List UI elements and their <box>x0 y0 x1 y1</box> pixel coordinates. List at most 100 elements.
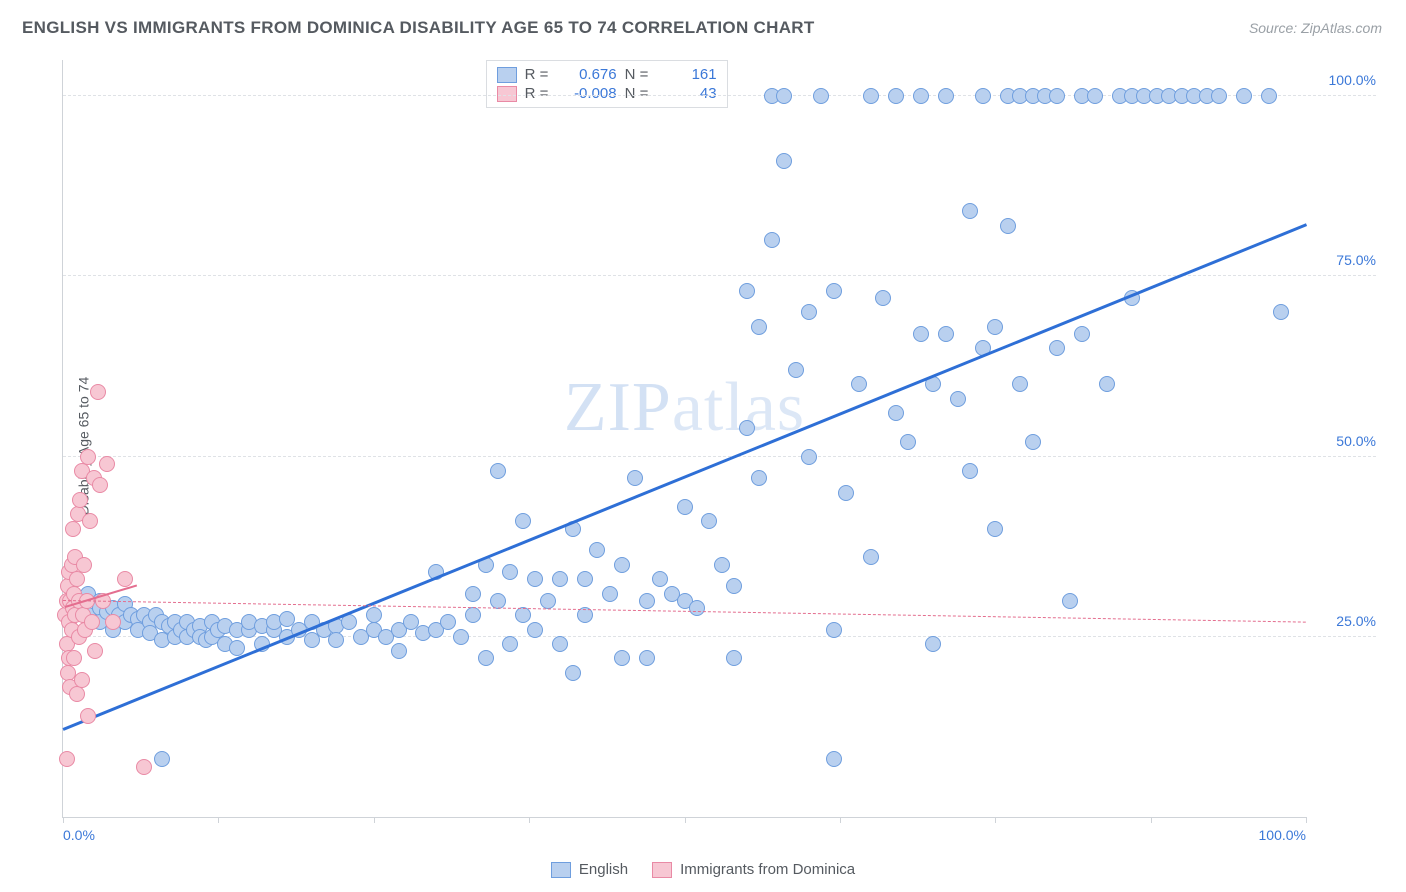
data-point <box>776 153 792 169</box>
data-point <box>987 319 1003 335</box>
data-point <box>490 593 506 609</box>
data-point <box>577 571 593 587</box>
plot-region: ZIPatlas R =0.676N =161R =-0.008N =43 25… <box>62 60 1306 818</box>
data-point <box>552 571 568 587</box>
data-point <box>950 391 966 407</box>
data-point <box>888 405 904 421</box>
data-point <box>801 304 817 320</box>
data-point <box>838 485 854 501</box>
legend-n-value: 161 <box>661 66 717 83</box>
data-point <box>701 513 717 529</box>
data-point <box>602 586 618 602</box>
series-legend: English Immigrants from Dominica <box>0 861 1406 878</box>
data-point <box>962 463 978 479</box>
legend-r-label: R = <box>525 66 553 83</box>
data-point <box>875 290 891 306</box>
data-point <box>502 564 518 580</box>
legend-swatch <box>652 862 672 878</box>
trend-line <box>63 223 1307 730</box>
data-point <box>764 232 780 248</box>
data-point <box>1025 434 1041 450</box>
data-point <box>154 751 170 767</box>
legend-item: Immigrants from Dominica <box>652 861 855 878</box>
y-tick-label: 75.0% <box>1336 252 1376 268</box>
data-point <box>1049 88 1065 104</box>
data-point <box>66 650 82 666</box>
data-point <box>1074 326 1090 342</box>
data-point <box>1087 88 1103 104</box>
data-point <box>80 449 96 465</box>
legend-item: English <box>551 861 628 878</box>
gridline <box>63 456 1376 457</box>
data-point <box>1099 376 1115 392</box>
y-tick-label: 25.0% <box>1336 613 1376 629</box>
data-point <box>465 607 481 623</box>
x-tick <box>1151 817 1152 823</box>
data-point <box>465 586 481 602</box>
data-point <box>913 88 929 104</box>
data-point <box>565 665 581 681</box>
data-point <box>366 607 382 623</box>
data-point <box>652 571 668 587</box>
x-tick <box>1306 817 1307 823</box>
data-point <box>689 600 705 616</box>
source-credit: Source: ZipAtlas.com <box>1249 20 1382 36</box>
chart-title: ENGLISH VS IMMIGRANTS FROM DOMINICA DISA… <box>22 18 815 38</box>
legend-swatch <box>551 862 571 878</box>
data-point <box>527 622 543 638</box>
data-point <box>826 283 842 299</box>
data-point <box>751 319 767 335</box>
data-point <box>105 614 121 630</box>
data-point <box>65 521 81 537</box>
data-point <box>801 449 817 465</box>
x-tick <box>840 817 841 823</box>
data-point <box>925 636 941 652</box>
data-point <box>82 513 98 529</box>
data-point <box>391 643 407 659</box>
data-point <box>913 326 929 342</box>
data-point <box>229 640 245 656</box>
data-point <box>84 614 100 630</box>
data-point <box>751 470 767 486</box>
data-point <box>1062 593 1078 609</box>
y-tick-label: 100.0% <box>1329 72 1376 88</box>
data-point <box>726 578 742 594</box>
data-point <box>74 672 90 688</box>
data-point <box>726 650 742 666</box>
data-point <box>540 593 556 609</box>
legend-label: English <box>579 861 628 878</box>
data-point <box>59 751 75 767</box>
data-point <box>117 571 133 587</box>
data-point <box>888 88 904 104</box>
legend-swatch <box>497 67 517 83</box>
x-tick <box>374 817 375 823</box>
legend-row: R =0.676N =161 <box>497 65 717 84</box>
x-tick <box>529 817 530 823</box>
legend-r-label: R = <box>525 85 553 102</box>
data-point <box>826 751 842 767</box>
x-tick <box>218 817 219 823</box>
data-point <box>987 521 1003 537</box>
header: ENGLISH VS IMMIGRANTS FROM DOMINICA DISA… <box>0 0 1406 44</box>
data-point <box>515 513 531 529</box>
data-point <box>863 88 879 104</box>
data-point <box>788 362 804 378</box>
data-point <box>1261 88 1277 104</box>
watermark: ZIPatlas <box>564 368 805 448</box>
data-point <box>1012 376 1028 392</box>
data-point <box>1273 304 1289 320</box>
legend-swatch <box>497 86 517 102</box>
legend-n-label: N = <box>625 66 653 83</box>
data-point <box>515 607 531 623</box>
data-point <box>776 88 792 104</box>
data-point <box>76 557 92 573</box>
data-point <box>453 629 469 645</box>
data-point <box>1000 218 1016 234</box>
legend-r-value: -0.008 <box>561 85 617 102</box>
y-tick-label: 50.0% <box>1336 433 1376 449</box>
data-point <box>527 571 543 587</box>
data-point <box>490 463 506 479</box>
data-point <box>975 88 991 104</box>
legend-label: Immigrants from Dominica <box>680 861 855 878</box>
chart-area: Disability Age 65 to 74 ZIPatlas R =0.67… <box>20 48 1386 844</box>
